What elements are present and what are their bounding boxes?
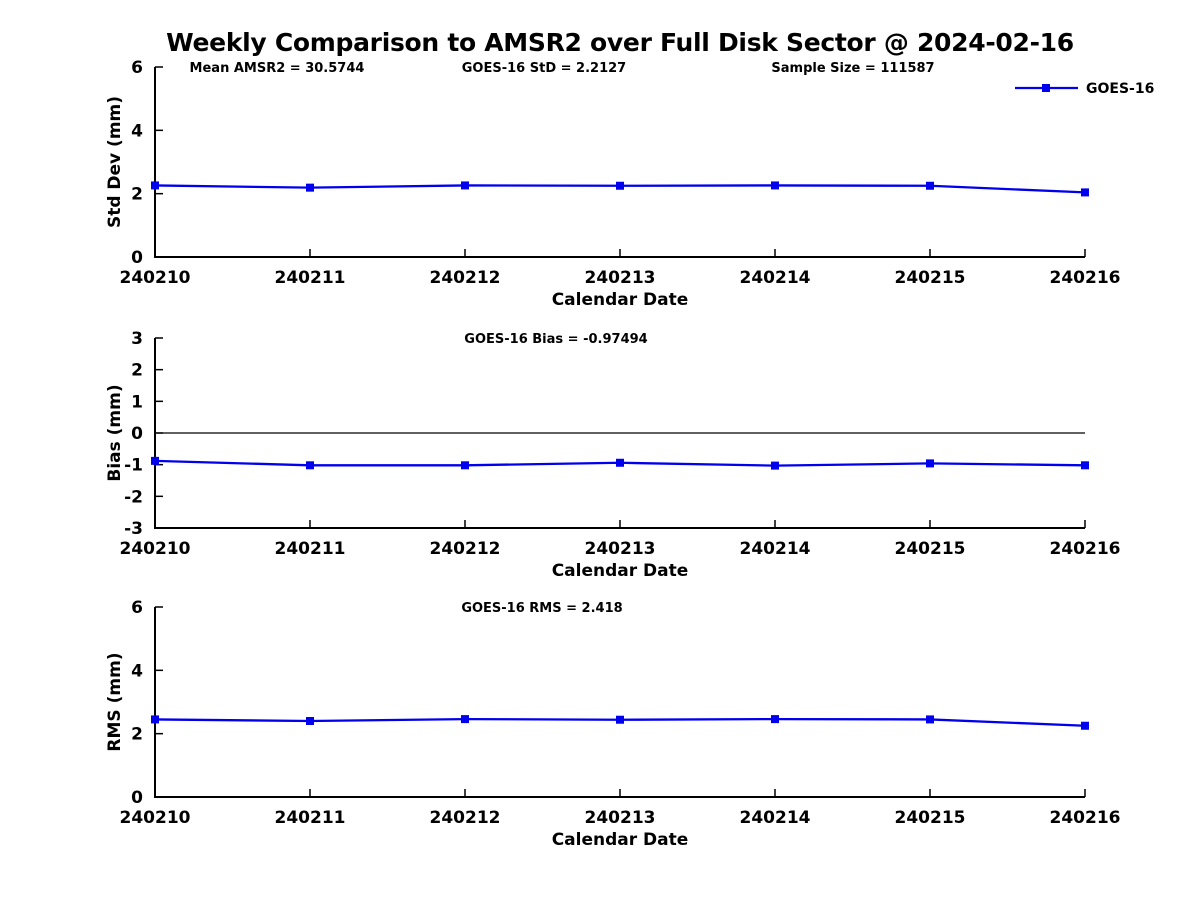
data-point-marker [616,181,624,190]
x-tick-label: 240215 [895,539,966,559]
y-tick-label: 4 [131,121,143,141]
x-tick-label: 240216 [1050,268,1121,288]
chart-bias: -3 -2 -1 0 1 2 3 240210 240211 240212 240213 240214… [105,329,1120,581]
y-tick-label: -1 [124,456,143,476]
data-point-marker [461,181,469,190]
x-tick-label: 240215 [895,268,966,288]
data-point-marker [1081,461,1089,470]
y-tick-label: 1 [131,392,143,412]
x-axis-title: Calendar Date [552,290,689,310]
y-tick-label: 2 [131,725,143,745]
x-tick-label: 240213 [585,808,656,828]
y-tick-label: -3 [124,519,143,539]
data-point-marker [151,181,159,190]
data-point-marker [616,715,624,724]
data-point-marker [926,715,934,724]
y-tick-label: 3 [131,329,143,349]
data-point-marker [1081,188,1089,197]
stat-annotation: GOES-16 StD = 2.2127 [462,61,626,76]
y-tick-label: 6 [131,598,143,618]
x-tick-label: 240212 [430,539,501,559]
x-tick-label: 240212 [430,808,501,828]
x-tick-label: 240212 [430,268,501,288]
x-tick-label: 240211 [275,808,346,828]
y-axis-title: Bias (mm) [105,384,125,481]
y-tick-label: 2 [131,361,143,381]
x-tick-label: 240213 [585,539,656,559]
x-axis-title: Calendar Date [552,830,689,850]
stat-annotation: Sample Size = 111587 [771,61,934,76]
figure-title: Weekly Comparison to AMSR2 over Full Dis… [166,28,1074,57]
x-tick-label: 240210 [120,808,191,828]
y-axis-title: RMS (mm) [105,652,125,751]
legend: GOES-16 [1015,81,1154,97]
stat-annotation: GOES-16 RMS = 2.418 [461,601,622,616]
data-point-marker [306,461,314,470]
x-tick-label: 240210 [120,268,191,288]
y-tick-label: 2 [131,185,143,205]
legend-marker [1042,84,1050,92]
x-tick-label: 240211 [275,539,346,559]
y-tick-label: -2 [124,487,143,507]
data-point-marker [771,181,779,190]
data-point-marker [151,715,159,724]
y-axis-title: Std Dev (mm) [105,96,125,228]
data-point-marker [771,461,779,470]
y-tick-label: 0 [131,788,143,808]
y-tick-label: 6 [131,58,143,78]
data-point-marker [306,183,314,192]
data-point-marker [306,717,314,725]
x-tick-label: 240216 [1050,539,1121,559]
chart-rms: 0 2 4 6 240210 240211 240212 240213 240214 240215… [105,598,1120,850]
data-point-marker [771,715,779,724]
x-axis-title: Calendar Date [552,561,689,581]
axis-lines [154,607,1085,798]
x-tick-label: 240210 [120,539,191,559]
x-tick-label: 240211 [275,268,346,288]
data-point-marker [926,181,934,190]
data-point-marker [616,458,624,467]
x-tick-label: 240214 [740,268,811,288]
x-tick-label: 240214 [740,808,811,828]
data-point-marker [1081,721,1089,730]
chart-std: 0 2 4 6 240210 240211 240212 240213 240214 240215… [105,58,1154,310]
data-point-marker [461,461,469,470]
y-tick-label: 0 [131,424,143,444]
data-point-marker [461,715,469,724]
data-point-marker [151,456,159,465]
axis-lines [154,67,1085,258]
data-point-marker [926,459,934,468]
x-tick-label: 240213 [585,268,656,288]
stat-annotation: Mean AMSR2 = 30.5744 [190,61,365,76]
x-tick-label: 240216 [1050,808,1121,828]
x-tick-label: 240214 [740,539,811,559]
x-tick-label: 240215 [895,808,966,828]
stat-annotation: GOES-16 Bias = -0.97494 [464,332,647,347]
legend-label: GOES-16 [1086,81,1154,97]
y-tick-label: 4 [131,661,143,681]
y-tick-label: 0 [131,248,143,268]
